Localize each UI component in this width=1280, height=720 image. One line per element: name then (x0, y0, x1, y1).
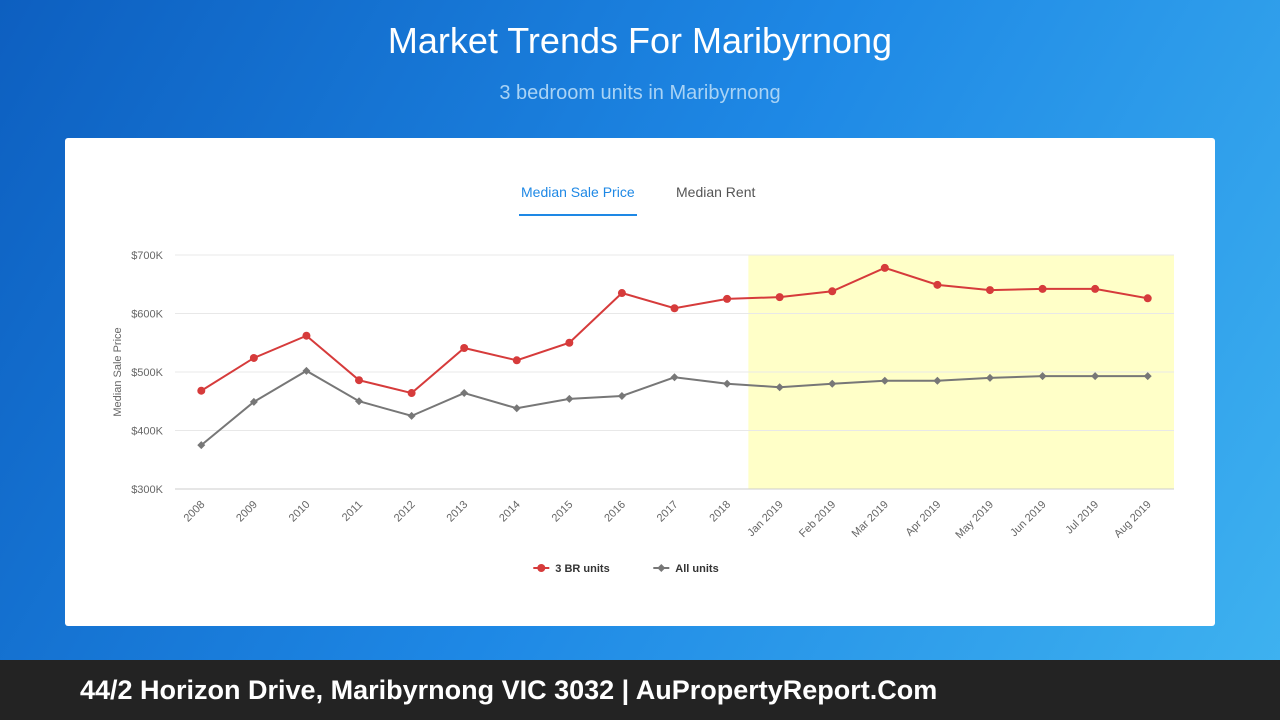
point (933, 376, 942, 385)
point (1143, 372, 1152, 381)
chart: $300K $400K $500K $600K $700K Median Sale Pri… (112, 250, 1174, 575)
x-tick-label: 2012 (392, 499, 418, 525)
x-tick-label: Jul 2019 (1063, 499, 1101, 537)
x-tick-label: 2016 (602, 499, 628, 525)
point (670, 304, 679, 313)
x-tick-label: 2013 (445, 499, 471, 525)
point (617, 391, 626, 400)
point (355, 376, 364, 385)
legend-label: All units (675, 563, 718, 575)
x-tick-label: 2009 (234, 499, 260, 525)
point (249, 353, 258, 362)
tab[interactable]: Median Sale Price (519, 184, 637, 216)
x-tick-label: 2015 (550, 499, 576, 525)
x-tick-label: Jun 2019 (1008, 499, 1048, 539)
point (512, 356, 521, 365)
point (197, 386, 206, 395)
x-tick-label: Jan 2019 (745, 499, 785, 539)
point (880, 376, 889, 385)
point (828, 287, 837, 296)
x-tick-label: 2018 (707, 499, 733, 525)
x-tick-label: 2017 (655, 499, 681, 525)
x-tick-label: 2010 (287, 499, 313, 525)
point (407, 411, 416, 420)
point (670, 373, 679, 382)
point (565, 394, 574, 403)
y-tick-label: $300K (131, 484, 163, 496)
point (249, 397, 258, 406)
point (775, 383, 784, 392)
point (828, 379, 837, 388)
legend-label: 3 BR units (555, 563, 609, 575)
y-axis-label: Median Sale Price (112, 327, 124, 416)
point (460, 389, 469, 398)
x-tick-label: 2011 (340, 499, 365, 524)
point (460, 344, 469, 353)
x-tick-label: May 2019 (953, 499, 996, 542)
point (985, 373, 994, 382)
footer: 44/2 Horizon Drive, Maribyrnong VIC 3032… (0, 660, 1280, 720)
y-tick-label: $400K (131, 426, 163, 438)
x-tick-label: Aug 2019 (1112, 499, 1154, 541)
point (302, 366, 311, 375)
point (355, 397, 364, 406)
y-tick-label: $500K (131, 367, 163, 379)
legend-marker (657, 564, 666, 572)
page-subtitle: 3 bedroom units in Maribyrnong (499, 82, 781, 104)
x-tick-label: 2014 (497, 499, 523, 525)
y-tick-label: $600K (131, 309, 163, 321)
point (880, 263, 889, 272)
point (1038, 372, 1047, 381)
x-tick-label: 2008 (182, 499, 208, 525)
x-tick-label: Mar 2019 (850, 499, 891, 540)
legend-marker (537, 564, 546, 572)
y-tick-label: $700K (131, 250, 163, 262)
page-title: Market Trends For Maribyrnong (387, 20, 893, 61)
point (985, 286, 994, 295)
point (617, 289, 626, 298)
x-tick-label: Apr 2019 (903, 499, 943, 539)
point (1091, 284, 1100, 293)
point (565, 338, 574, 347)
point (407, 389, 416, 398)
point (775, 293, 784, 302)
chart-card: Median Sale Price Median Rent $300K $400K… (65, 138, 1215, 626)
point (723, 379, 732, 388)
point (723, 294, 732, 303)
point (933, 280, 942, 289)
point (302, 331, 311, 340)
x-tick-label: Feb 2019 (797, 499, 838, 540)
point (1091, 372, 1100, 381)
point (512, 404, 521, 413)
point (1143, 294, 1152, 303)
point (197, 441, 206, 450)
tab[interactable]: Median Rent (676, 184, 756, 200)
point (1038, 284, 1047, 293)
